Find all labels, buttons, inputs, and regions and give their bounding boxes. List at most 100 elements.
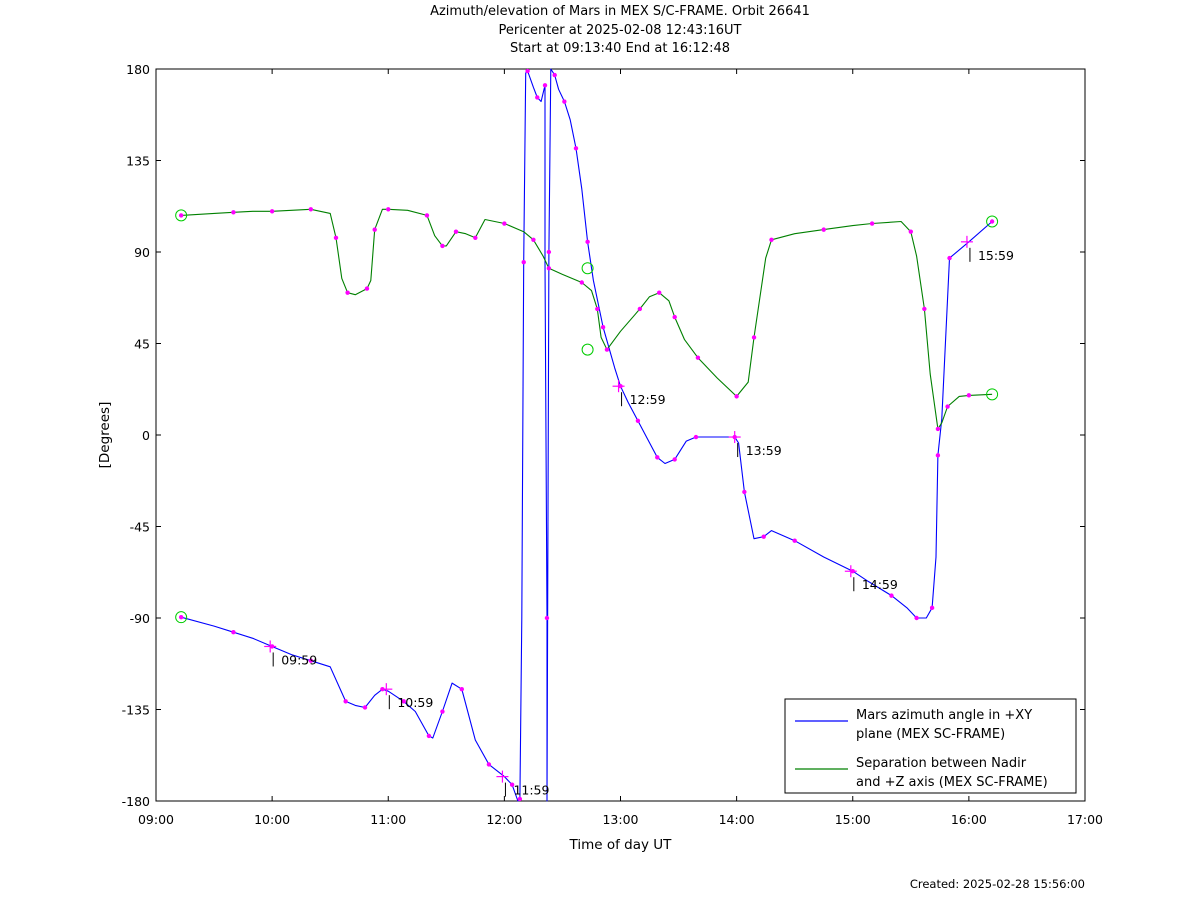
- data-point: [269, 209, 275, 214]
- data-point: [889, 593, 894, 598]
- data-point: [486, 762, 492, 767]
- data-point: [914, 615, 919, 621]
- hour-label: 15:59: [978, 248, 1014, 263]
- x-tick-label: 15:00: [835, 812, 871, 827]
- data-point: [600, 325, 606, 330]
- data-point: [552, 72, 557, 78]
- data-point: [637, 306, 643, 312]
- data-point: [440, 709, 445, 714]
- data-point: [935, 426, 941, 432]
- event-circle: [175, 611, 188, 624]
- data-point: [579, 280, 584, 285]
- hour-label: 12:59: [630, 392, 666, 407]
- data-point: [459, 686, 464, 692]
- data-point: [761, 534, 766, 539]
- x-tick-label: 14:00: [719, 812, 755, 827]
- created-timestamp: Created: 2025-02-28 15:56:00: [909, 877, 1085, 891]
- legend: Mars azimuth angle in +XY plane (MEX SC-F…: [784, 698, 1077, 794]
- y-tick-label: 45: [134, 337, 150, 352]
- data-point: [531, 237, 536, 242]
- data-point: [231, 210, 236, 215]
- data-point: [343, 699, 348, 704]
- hour-label: 10:59: [397, 695, 433, 710]
- x-axis-label: Time of day UT: [569, 837, 673, 853]
- data-point: [546, 249, 552, 255]
- chart-subtitle-start-end: Start at 09:13:40 End at 16:12:48: [509, 41, 731, 56]
- legend-label: Mars azimuth angle in +XY: [856, 708, 1032, 723]
- data-point: [517, 796, 523, 802]
- data-point: [178, 213, 184, 218]
- chart-title: Azimuth/elevation of Mars in MEX S/C-FRA…: [430, 4, 810, 19]
- data-point: [440, 243, 445, 249]
- data-point: [372, 227, 377, 232]
- plot-frame: [155, 68, 1086, 802]
- data-point: [509, 782, 515, 787]
- data-point: [585, 239, 590, 245]
- data-point: [604, 347, 610, 352]
- data-point: [635, 418, 641, 423]
- legend-label: Separation between Nadir: [856, 756, 1027, 771]
- y-tick-label: 135: [126, 154, 150, 169]
- data-point: [908, 229, 914, 234]
- data-point: [546, 266, 552, 271]
- data-point: [521, 259, 526, 265]
- data-point: [989, 219, 995, 224]
- data-point: [935, 453, 941, 458]
- data-point: [308, 658, 314, 663]
- series-line-azimuth: [181, 68, 993, 802]
- y-tick-label: -180: [122, 794, 150, 809]
- y-tick-label: -135: [122, 703, 150, 718]
- data-point: [401, 699, 406, 704]
- data-point: [386, 207, 391, 212]
- legend-box: [784, 698, 1077, 794]
- data-point: [573, 146, 579, 151]
- x-tick-label: 12:00: [486, 812, 522, 827]
- data-point: [742, 489, 747, 495]
- data-point: [308, 207, 314, 212]
- data-point: [502, 221, 507, 226]
- data-point: [672, 457, 677, 462]
- data-point: [535, 95, 540, 100]
- x-tick-label: 09:00: [138, 812, 174, 827]
- data-point: [525, 68, 530, 74]
- y-tick-label: -90: [130, 611, 150, 626]
- data-point: [595, 306, 600, 312]
- event-circle: [581, 343, 594, 356]
- x-tick-label: 11:00: [370, 812, 406, 827]
- x-tick-label: 10:00: [254, 812, 290, 827]
- data-point: [362, 705, 368, 710]
- y-tick-label: 180: [126, 62, 150, 77]
- data-point: [542, 83, 548, 88]
- event-circle: [175, 209, 188, 222]
- data-point: [821, 227, 826, 232]
- event-circle: [986, 215, 999, 228]
- data-point: [424, 213, 430, 218]
- data-point: [544, 615, 550, 621]
- data-point: [751, 335, 757, 340]
- data-point: [929, 605, 935, 611]
- data-point: [453, 229, 459, 234]
- data-point: [333, 235, 339, 240]
- hour-label: 13:59: [746, 443, 782, 458]
- data-point: [947, 255, 952, 261]
- y-tick-label: -45: [130, 520, 150, 535]
- data-point: [345, 290, 350, 295]
- legend-label: and +Z axis (MEX SC-FRAME): [856, 775, 1048, 790]
- data-point: [966, 393, 972, 398]
- data-point: [734, 394, 739, 399]
- event-circle: [581, 262, 594, 275]
- data-point: [562, 99, 567, 104]
- x-tick-label: 16:00: [951, 812, 987, 827]
- x-tick-label: 17:00: [1067, 812, 1103, 827]
- data-point: [364, 286, 370, 291]
- data-point: [693, 434, 699, 440]
- data-point: [922, 306, 927, 312]
- data-point: [695, 355, 701, 360]
- data-point: [657, 290, 662, 295]
- event-circle: [986, 388, 999, 401]
- data-point: [869, 221, 875, 226]
- y-axis-label: [Degrees]: [97, 402, 113, 469]
- hour-label: 09:59: [281, 652, 317, 667]
- data-point: [769, 237, 774, 242]
- legend-label: plane (MEX SC-FRAME): [856, 727, 1005, 742]
